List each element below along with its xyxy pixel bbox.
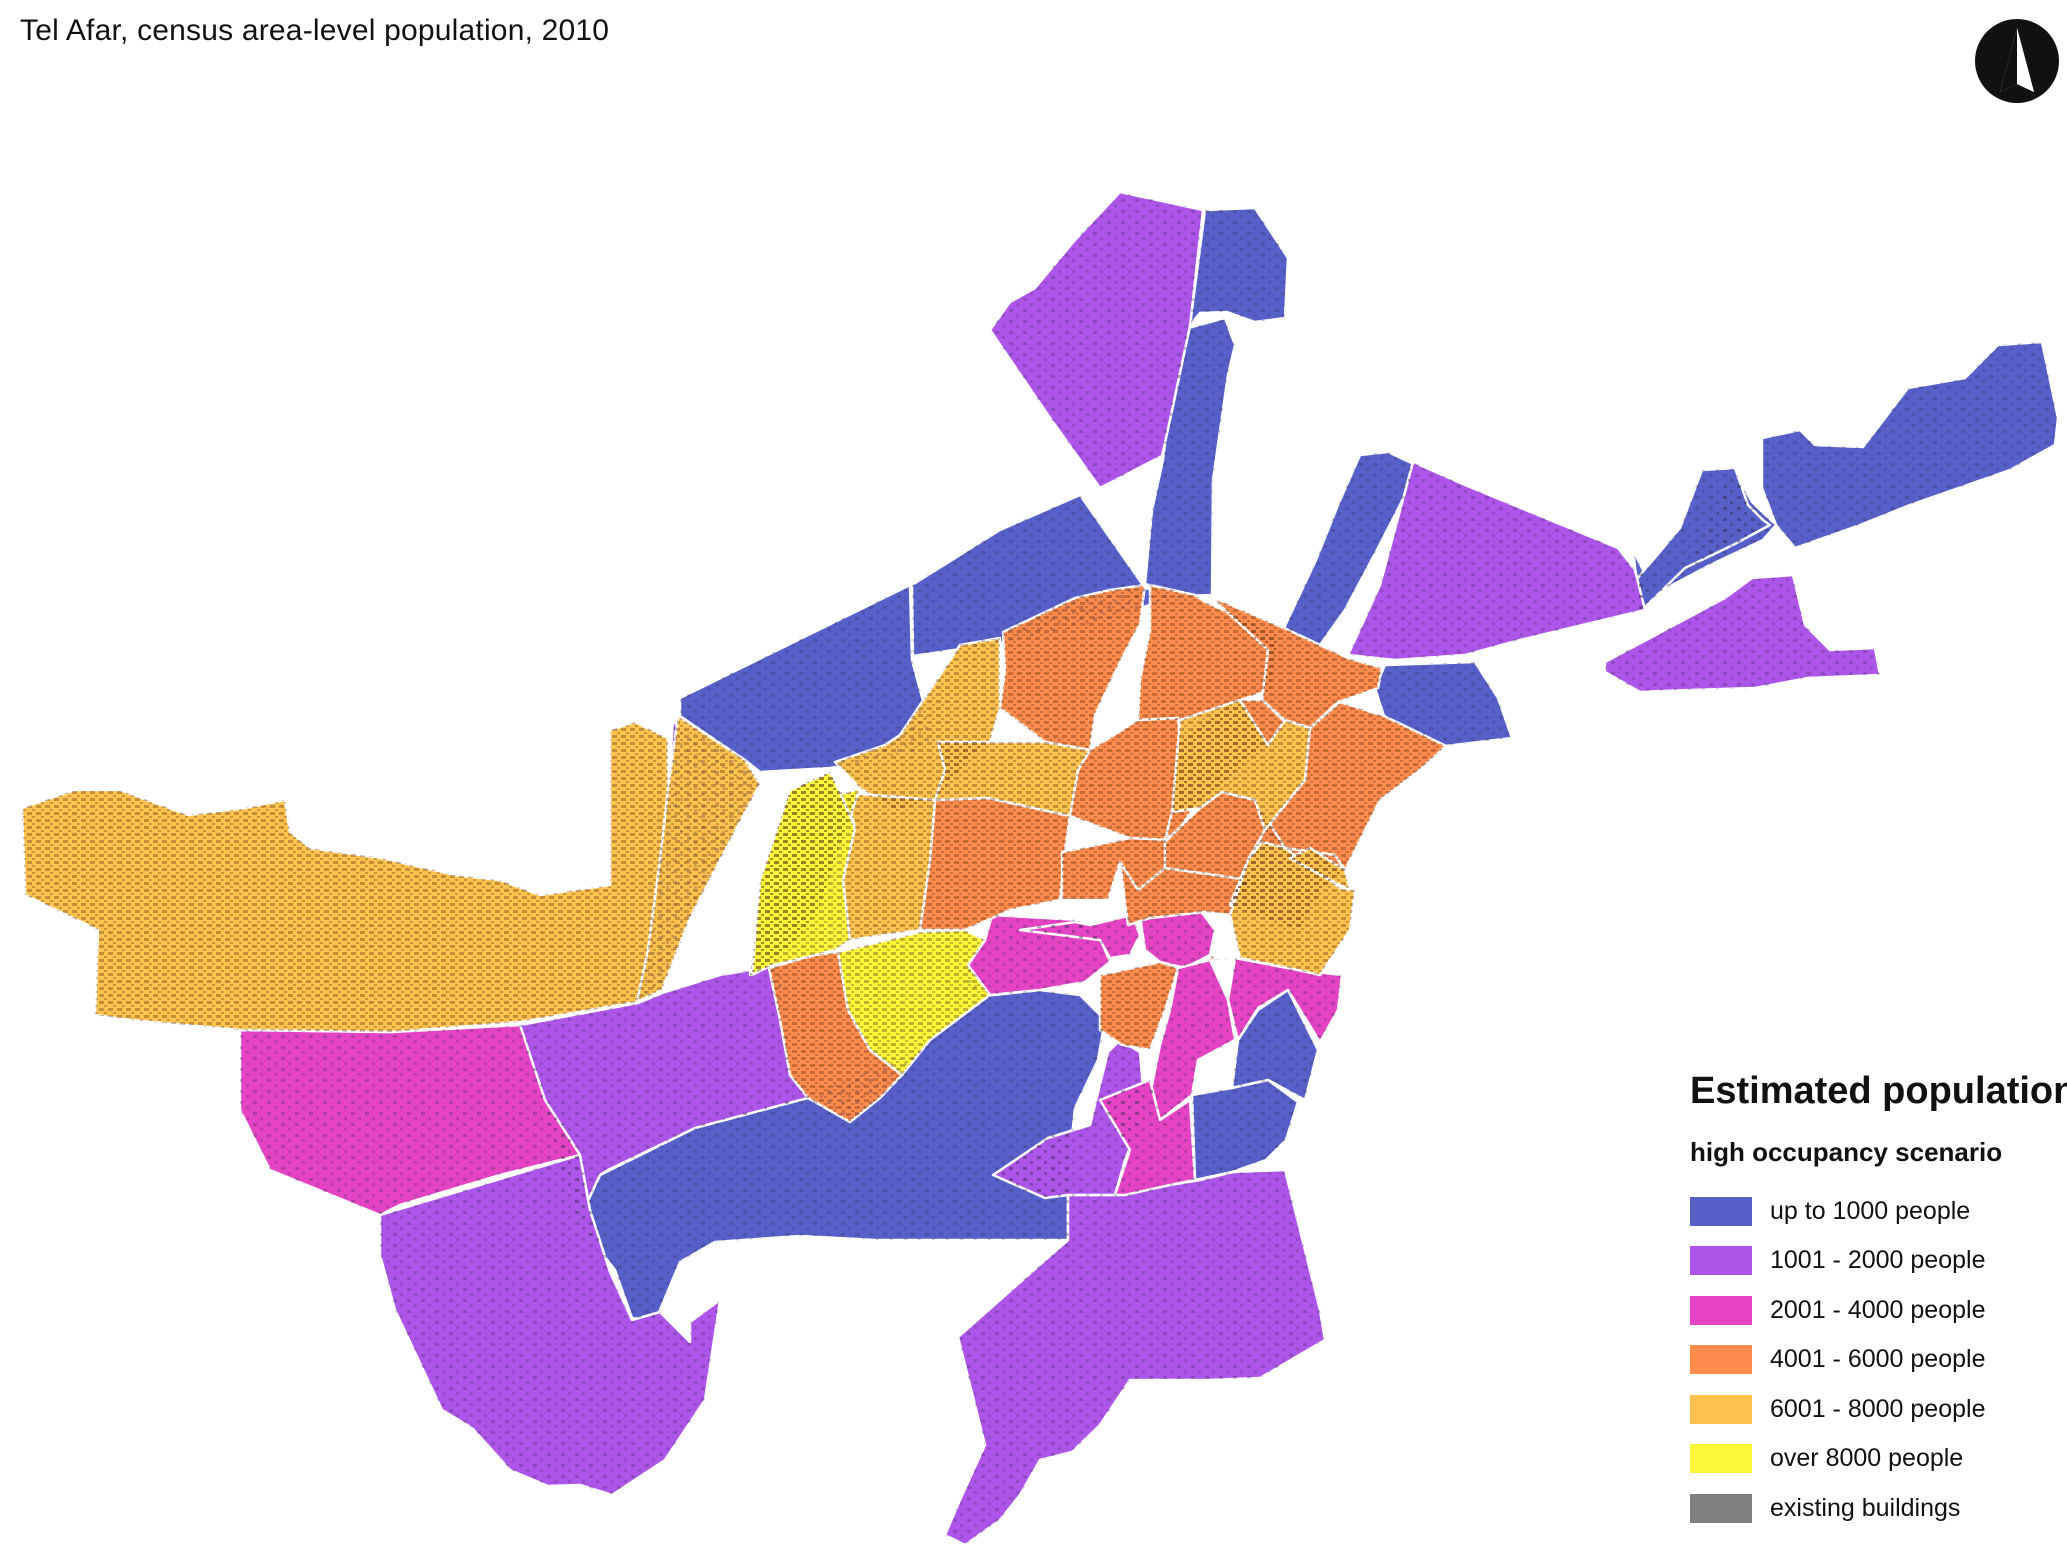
legend-swatch: [1690, 1246, 1752, 1275]
legend-label: existing buildings: [1770, 1493, 1961, 1522]
legend-label: up to 1000 people: [1770, 1196, 1971, 1225]
census-area: [1190, 1078, 1300, 1182]
legend-label: 1001 - 2000 people: [1770, 1246, 1986, 1274]
legend-label: 6001 - 8000 people: [1770, 1394, 1986, 1423]
legend-swatch: [1690, 1493, 1752, 1523]
legend-item-4001-6000: 4001 - 6000 people: [1690, 1345, 2060, 1375]
legend-items: up to 1000 people 1001 - 2000 people 200…: [1690, 1196, 2060, 1523]
census-area: [1188, 206, 1290, 327]
legend-swatch: [1690, 1444, 1752, 1473]
legend-item-existing-buildings: existing buildings: [1690, 1493, 2060, 1523]
legend-swatch: [1690, 1295, 1752, 1325]
north-arrow-icon: [1975, 19, 2059, 103]
legend-item-over-8000: over 8000 people: [1690, 1444, 2060, 1474]
legend-item-up-to-1000: up to 1000 people: [1690, 1196, 2060, 1226]
legend-title: Estimated population: [1690, 1070, 2067, 1112]
census-area: [1208, 953, 1237, 962]
legend-item-2001-4000: 2001 - 4000 people: [1690, 1295, 2060, 1325]
census-area: [20, 720, 670, 1034]
legend-label: 4001 - 6000 people: [1770, 1345, 1986, 1373]
census-area: [750, 770, 857, 977]
legend-item-6001-8000: 6001 - 8000 people: [1690, 1394, 2060, 1424]
legend-item-1001-2000: 1001 - 2000 people: [1690, 1246, 2060, 1276]
legend-label: 2001 - 4000 people: [1770, 1295, 1986, 1324]
legend-swatch: [1690, 1394, 1752, 1424]
legend-swatch: [1690, 1345, 1752, 1374]
legend-subtitle: high occupancy scenario: [1690, 1137, 2003, 1167]
map-title: Tel Afar, census area-level population, …: [20, 14, 610, 47]
census-area: [1760, 340, 2060, 550]
legend-swatch: [1690, 1196, 1752, 1226]
census-area: [918, 796, 1072, 932]
census-area: [841, 791, 937, 942]
legend-label: over 8000 people: [1770, 1444, 1964, 1472]
legend: Estimated population high occupancy scen…: [1690, 1070, 2067, 1543]
